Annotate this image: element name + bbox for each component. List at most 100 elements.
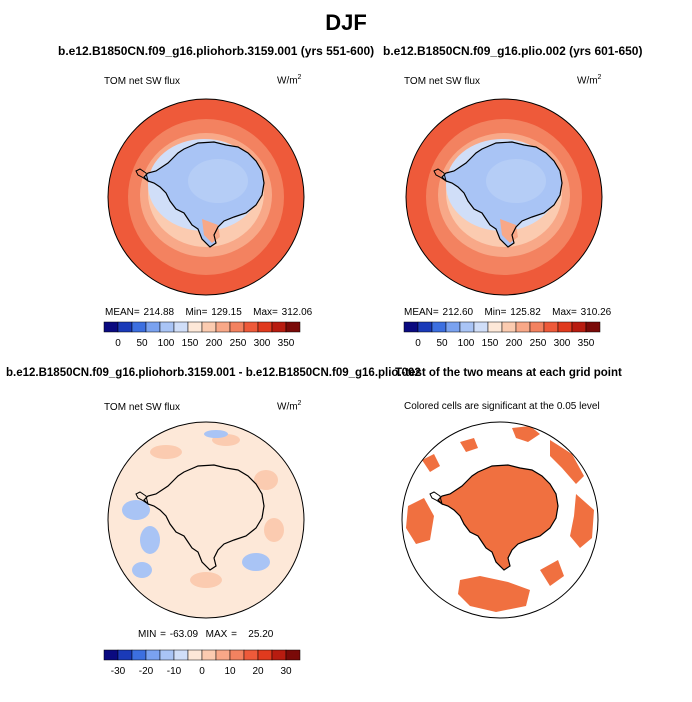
map-border [405, 98, 603, 296]
weddell-patch [202, 219, 220, 243]
map-border [401, 421, 599, 619]
panel-title-top-right: b.e12.B1850CN.f09_g16.plio.002 (yrs 601-… [383, 44, 643, 58]
significant-cells [512, 426, 540, 442]
colorbar-tick-label: 10 [224, 666, 236, 677]
min-value: 129.15 [211, 307, 242, 318]
colorbar-swatch [487, 321, 503, 333]
panel-title-bottom-right: T-test of the two means at each grid poi… [395, 367, 622, 379]
colorbar-tick-label: 300 [254, 338, 271, 349]
max-value: 25.20 [248, 629, 274, 640]
colorbar-swatch [445, 321, 461, 333]
colorbar-tick-label: 50 [136, 338, 148, 349]
colorbar-swatch [285, 321, 301, 333]
significant-cells [406, 498, 434, 544]
difference-anomaly [242, 553, 270, 571]
colorbar-swatch [229, 321, 245, 333]
colorbar-swatch [271, 321, 287, 333]
colorbar-tick-label: 200 [506, 338, 523, 349]
colorbar-swatch [103, 649, 119, 661]
difference-anomaly [132, 562, 152, 578]
colorbar-swatch [201, 321, 217, 333]
significant-cells [438, 465, 558, 570]
mean-value: 212.60 [442, 307, 474, 318]
colorbar-swatch [473, 321, 489, 333]
colorbar-tick-label: 350 [278, 338, 295, 349]
map-bottom-right-content [401, 421, 599, 619]
significant-cells [570, 494, 594, 548]
colorbar-swatch [229, 649, 245, 661]
weddell-patch [500, 219, 518, 243]
colorbar-swatch [159, 649, 175, 661]
ice-sheet [188, 159, 248, 203]
map-bottom-left [107, 421, 305, 619]
peninsula-coastline [135, 168, 149, 183]
colorbar-swatch [431, 321, 447, 333]
colorbar-swatch [403, 321, 419, 333]
colorbar-swatch [529, 321, 545, 333]
colorbar-tick-label: -30 [111, 666, 126, 677]
colorbar-swatch [243, 649, 259, 661]
colorbar-swatch [501, 321, 517, 333]
colorbar-tick-label: 100 [458, 338, 475, 349]
variable-label-bottom-left: TOM net SW flux [104, 402, 180, 413]
difference-anomaly [204, 430, 228, 438]
units-label-top-right: W/m2 [577, 74, 602, 87]
significant-cells [460, 438, 478, 452]
colorbar-swatch [173, 649, 189, 661]
map-border [107, 421, 305, 619]
colorbar-tick-label: 50 [436, 338, 448, 349]
colorbar-top-left: 0 50 100 150 200 250 300 350 [103, 321, 301, 349]
colorbar-swatch [215, 321, 231, 333]
figure-title: DJF [325, 10, 367, 35]
colorbar-swatch [243, 321, 259, 333]
peninsula-coastline [429, 491, 443, 506]
map-border [107, 98, 305, 296]
colorbar-tick-label: 250 [230, 338, 247, 349]
colorbar-swatch [585, 321, 601, 333]
colorbar-tick-label: 200 [206, 338, 223, 349]
antarctica-coastline [441, 141, 563, 248]
units-label-bottom-left: W/m2 [277, 400, 302, 413]
colorbar-swatch [571, 321, 587, 333]
colorbar-tick-label: 0 [415, 338, 421, 349]
stats-bottom-left: MIN = -63.09 MAX = 25.20 [138, 629, 274, 640]
mean-value: 214.88 [143, 307, 175, 318]
colorbar-tick-label: 20 [252, 666, 264, 677]
variable-label-top-right: TOM net SW flux [404, 76, 480, 87]
colorbar-tick-label: -20 [139, 666, 154, 677]
colorbar-tick-label: 0 [199, 666, 205, 677]
antarctica-coastline [143, 464, 265, 571]
colorbar-swatch [271, 649, 287, 661]
max-value: 310.26 [580, 307, 612, 318]
colorbar-swatch [173, 321, 189, 333]
antarctica-coastline [437, 464, 559, 571]
colorbar-swatch [145, 649, 161, 661]
colorbar-tick-label: 150 [182, 338, 199, 349]
colorbar-swatch [103, 321, 119, 333]
significant-cells [458, 576, 530, 612]
colorbar-tick-label: 300 [554, 338, 571, 349]
colorbar-swatch [201, 649, 217, 661]
colorbar-swatch [285, 649, 301, 661]
colorbar-swatch [145, 321, 161, 333]
significant-cells [422, 454, 440, 472]
colorbar-swatch [131, 321, 147, 333]
significant-cells [550, 440, 584, 484]
map-bottom-left-content [107, 421, 305, 619]
min-value: -63.09 [169, 629, 199, 640]
colorbar-swatch [257, 321, 273, 333]
map-bottom-right [401, 421, 599, 619]
stats-top-right: MEAN= 212.60 Min= 125.82 Max= 310.26 [404, 307, 612, 318]
colorbar-swatch [131, 649, 147, 661]
colorbar-top-right: 0 50 100 150 200 250 300 350 [403, 321, 601, 349]
ice-sheet [486, 159, 546, 203]
colorbar-swatch [159, 321, 175, 333]
variable-label-top-left: TOM net SW flux [104, 76, 180, 87]
significance-note: Colored cells are significant at the 0.0… [404, 401, 600, 412]
map-top-right [405, 98, 603, 296]
panel-title-top-left: b.e12.B1850CN.f09_g16.pliohorb.3159.001 … [58, 44, 375, 58]
difference-anomaly [254, 470, 278, 490]
colorbar-tick-label: 0 [115, 338, 121, 349]
difference-anomaly [264, 518, 284, 542]
colorbar-swatch [557, 321, 573, 333]
